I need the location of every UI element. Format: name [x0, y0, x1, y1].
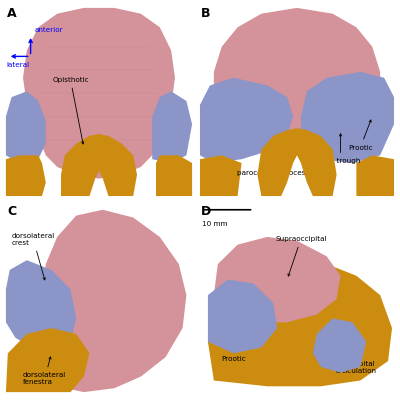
Text: Prootic: Prootic: [221, 332, 246, 362]
Polygon shape: [6, 260, 76, 353]
Text: Prootic: Prootic: [348, 120, 373, 150]
Polygon shape: [208, 260, 392, 386]
Polygon shape: [6, 155, 46, 196]
Text: dorsolateral
fenestra: dorsolateral fenestra: [23, 357, 66, 385]
Polygon shape: [23, 8, 175, 178]
Text: otic trough: otic trough: [321, 134, 360, 164]
Polygon shape: [208, 280, 277, 353]
Text: dorsolateral
crest: dorsolateral crest: [12, 233, 55, 280]
Text: lateral: lateral: [6, 62, 29, 68]
Polygon shape: [6, 328, 90, 392]
Text: anterior: anterior: [34, 27, 63, 33]
Text: 10 mm: 10 mm: [202, 222, 228, 227]
Polygon shape: [356, 155, 394, 196]
Polygon shape: [258, 128, 337, 196]
Text: Opisthotic: Opisthotic: [52, 77, 89, 144]
Text: paroccipital process: paroccipital process: [237, 146, 309, 176]
Polygon shape: [200, 78, 293, 163]
Polygon shape: [214, 8, 380, 140]
Text: C: C: [7, 205, 16, 218]
Polygon shape: [156, 155, 192, 196]
Text: B: B: [201, 7, 211, 20]
Polygon shape: [214, 237, 340, 322]
Polygon shape: [200, 155, 242, 196]
Text: exoccipital
articulation: exoccipital articulation: [336, 341, 377, 374]
Text: D: D: [201, 205, 212, 218]
Polygon shape: [6, 91, 46, 163]
Polygon shape: [61, 134, 137, 196]
Polygon shape: [152, 91, 192, 163]
Polygon shape: [301, 72, 394, 163]
Text: A: A: [7, 7, 17, 20]
Text: Supraoccipital: Supraoccipital: [275, 236, 327, 276]
Polygon shape: [313, 318, 366, 373]
Polygon shape: [42, 210, 186, 392]
